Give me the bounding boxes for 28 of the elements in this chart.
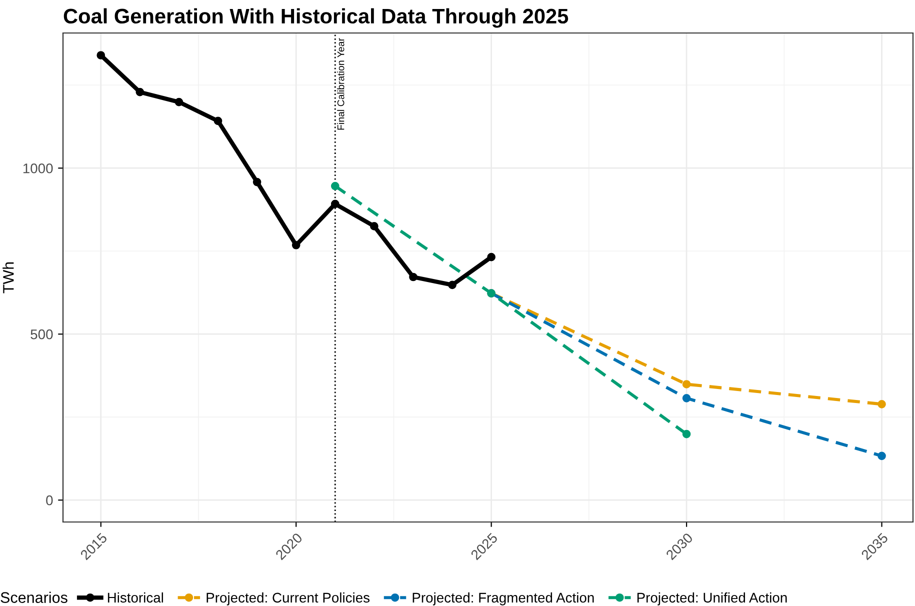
point	[174, 98, 184, 106]
point	[682, 394, 691, 402]
point	[330, 200, 340, 208]
point	[330, 182, 340, 190]
point	[96, 51, 106, 60]
point	[878, 400, 886, 408]
point	[682, 380, 691, 388]
point	[409, 272, 418, 282]
point	[487, 252, 496, 262]
point	[448, 280, 456, 290]
point	[136, 88, 144, 96]
point	[878, 452, 886, 460]
point	[682, 430, 691, 438]
legend-label: Projected: Current Policies	[206, 592, 370, 606]
y-tick-label: 500	[30, 329, 53, 340]
y-tick-label: 1000	[23, 163, 53, 174]
point	[370, 222, 378, 230]
point	[292, 240, 300, 250]
y-tick-label: 0	[46, 495, 53, 506]
y-axis-title: TWh	[2, 262, 14, 294]
legend-label: Projected: Unified Action	[637, 592, 787, 606]
legend-title: Scenarios	[0, 592, 68, 603]
ref-line-label: Final Calibration Year	[337, 38, 344, 130]
point	[214, 116, 222, 126]
legend-label: Projected: Fragmented Action	[412, 592, 594, 606]
chart-title: Coal Generation With Historical Data Through 2025	[64, 8, 568, 28]
point	[252, 178, 262, 186]
legend-label: Historical	[108, 592, 164, 603]
